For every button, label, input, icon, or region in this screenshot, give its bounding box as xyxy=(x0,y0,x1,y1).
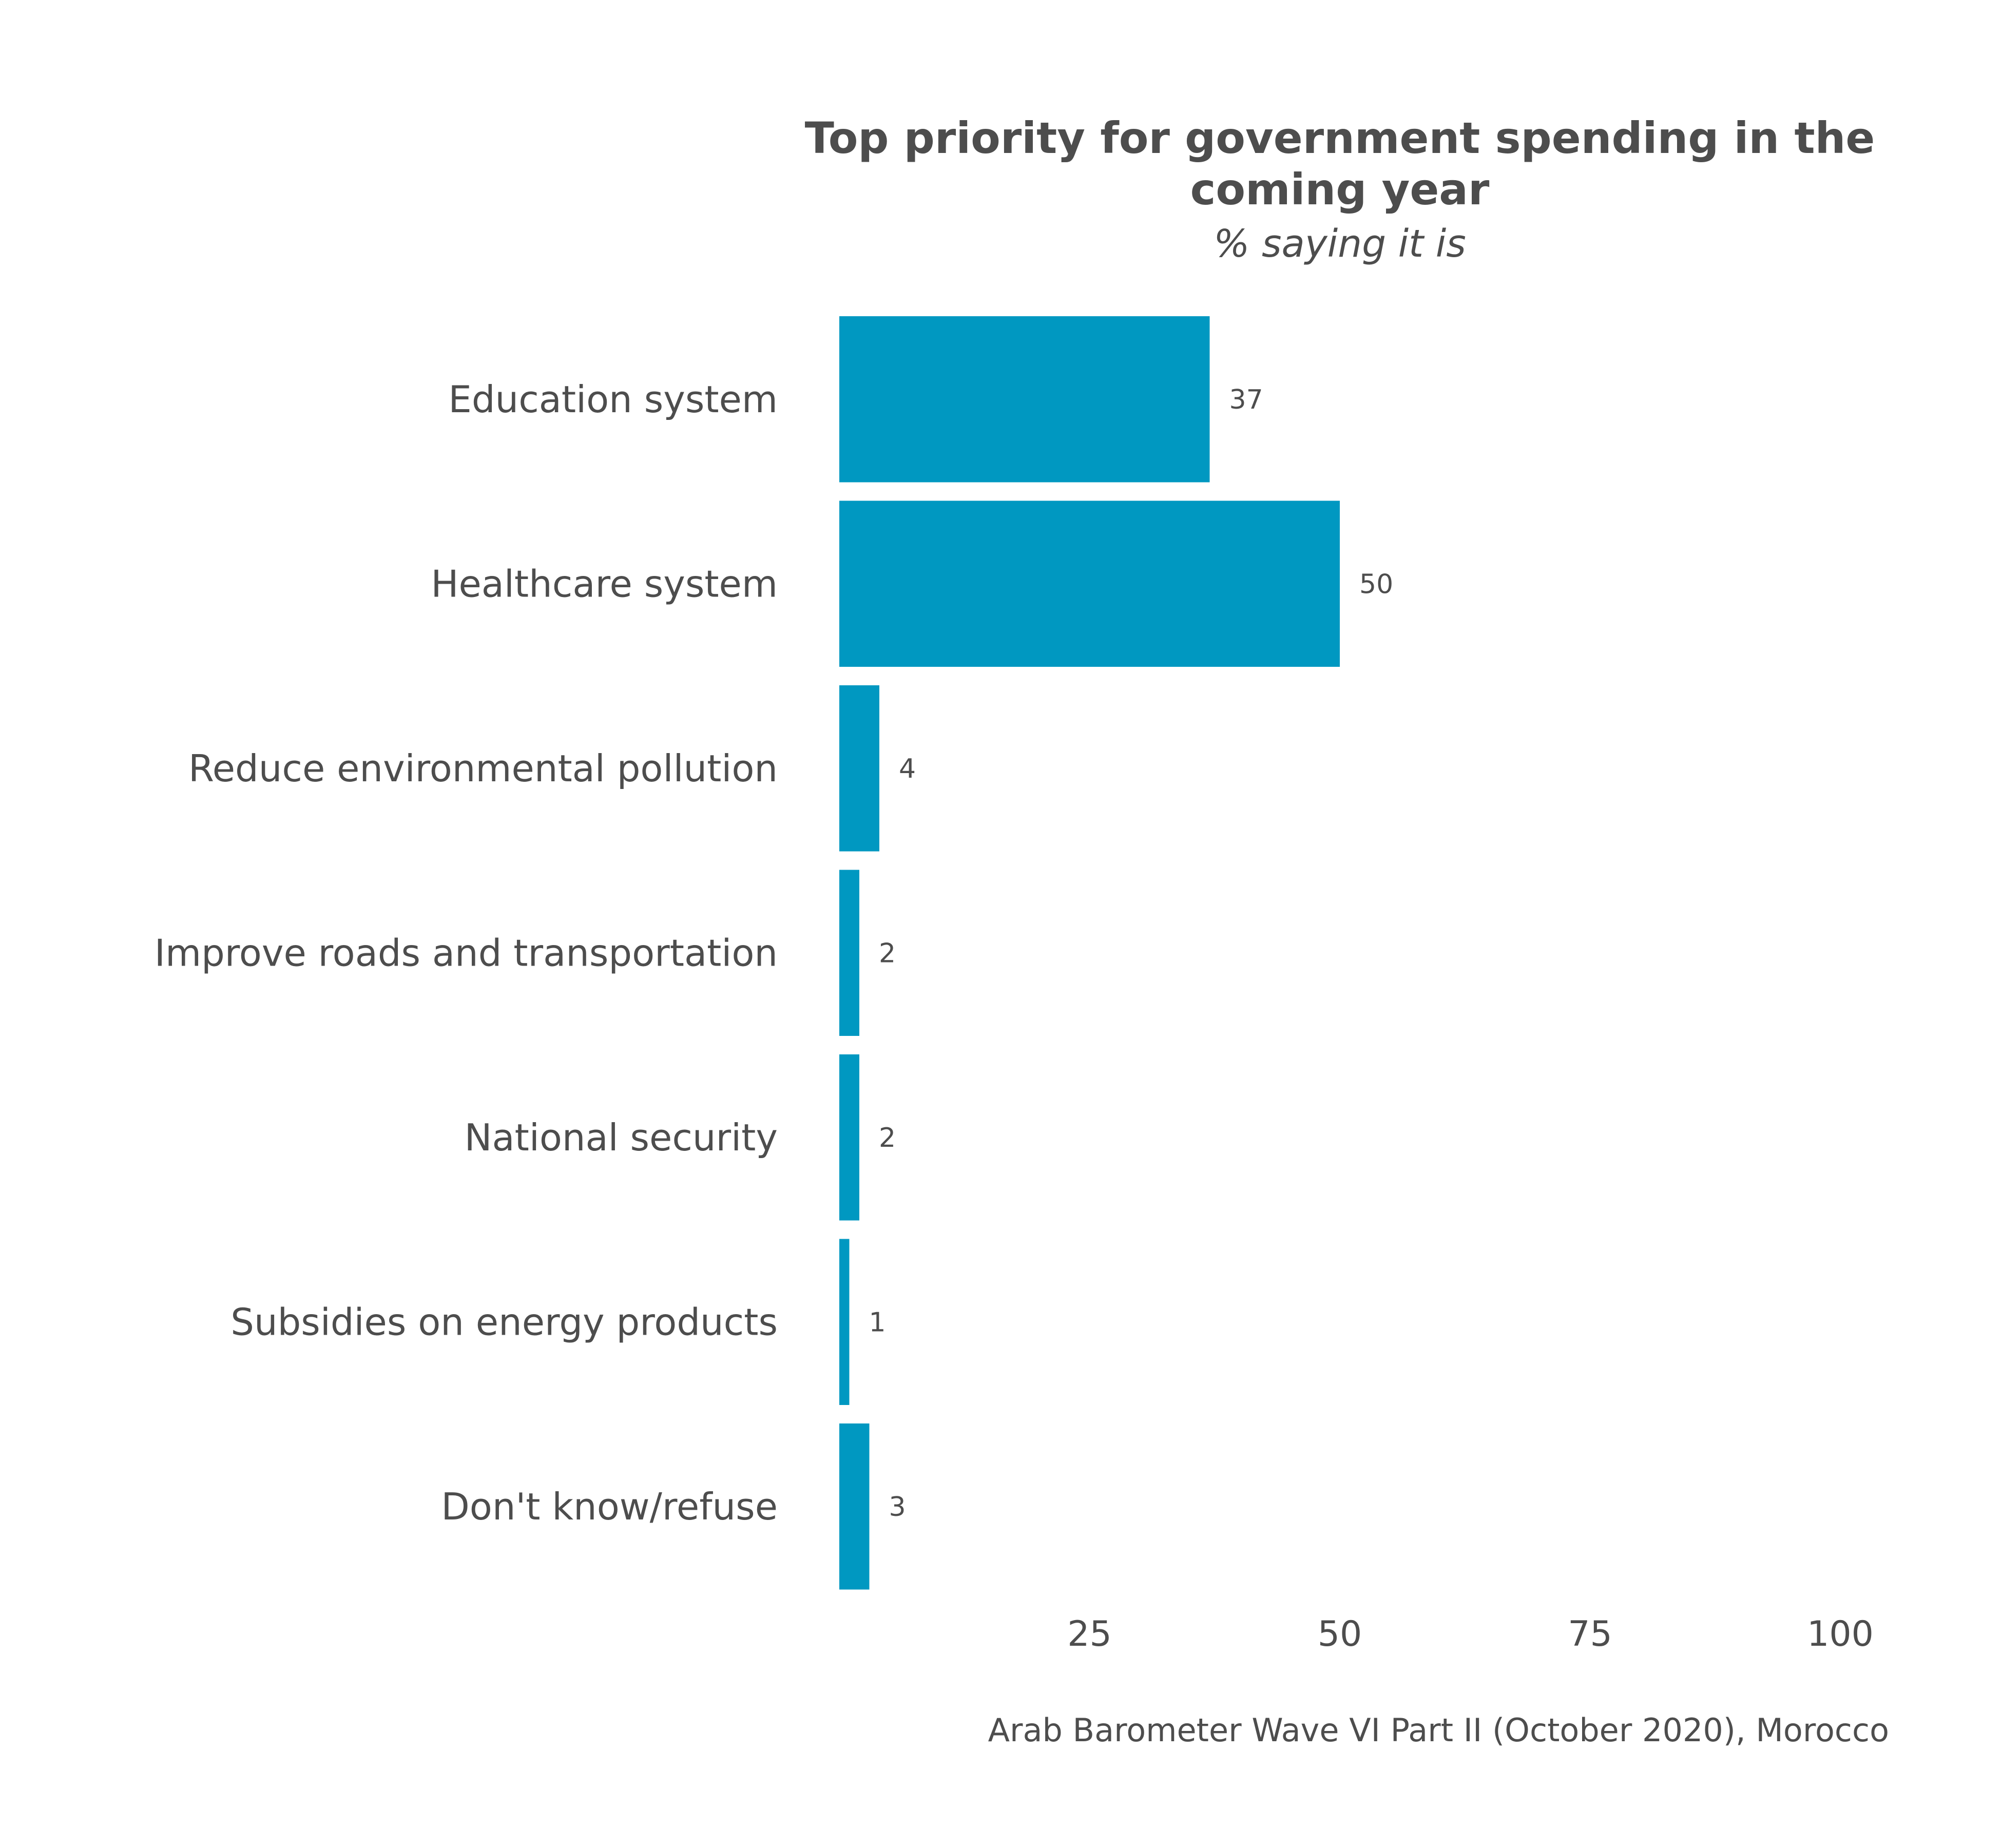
bar-2 xyxy=(839,685,879,852)
chart-title-line-2: coming year xyxy=(1190,164,1490,215)
bar-3 xyxy=(839,870,859,1036)
category-label-6: Don't know/refuse xyxy=(441,1485,778,1528)
value-label-3: 2 xyxy=(879,938,896,969)
value-label-6: 3 xyxy=(889,1492,906,1523)
chart-caption: Arab Barometer Wave VI Part II (October … xyxy=(988,1711,1889,1749)
x-tick-label-3: 100 xyxy=(1807,1614,1874,1654)
value-label-1: 50 xyxy=(1359,569,1393,600)
category-label-2: Reduce environmental pollution xyxy=(188,747,778,790)
category-label-3: Improve roads and transportation xyxy=(155,931,778,974)
bar-4 xyxy=(839,1054,859,1221)
bar-6 xyxy=(839,1423,870,1590)
bar-1 xyxy=(839,500,1340,667)
x-axis-ticks: 25 50 75 100 xyxy=(1067,1614,1874,1654)
x-tick-label-0: 25 xyxy=(1067,1614,1112,1654)
category-label-4: National security xyxy=(465,1116,778,1159)
value-label-0: 37 xyxy=(1229,384,1263,415)
chart-title-line-1: Top priority for government spending in … xyxy=(805,113,1875,163)
value-label-4: 2 xyxy=(879,1123,896,1153)
chart-subtitle: % saying it is xyxy=(1214,222,1466,266)
category-label-0: Education system xyxy=(448,378,778,421)
bar-0 xyxy=(839,316,1210,483)
bar-5 xyxy=(839,1239,850,1405)
value-label-2: 4 xyxy=(899,754,916,784)
value-label-5: 1 xyxy=(869,1307,886,1338)
bars-group: Education system 37 Healthcare system 50 Red… xyxy=(155,316,1393,1590)
x-tick-label-2: 75 xyxy=(1568,1614,1612,1654)
x-tick-label-1: 50 xyxy=(1318,1614,1362,1654)
category-label-5: Subsidies on energy products xyxy=(230,1300,778,1343)
category-label-1: Healthcare system xyxy=(431,562,778,605)
